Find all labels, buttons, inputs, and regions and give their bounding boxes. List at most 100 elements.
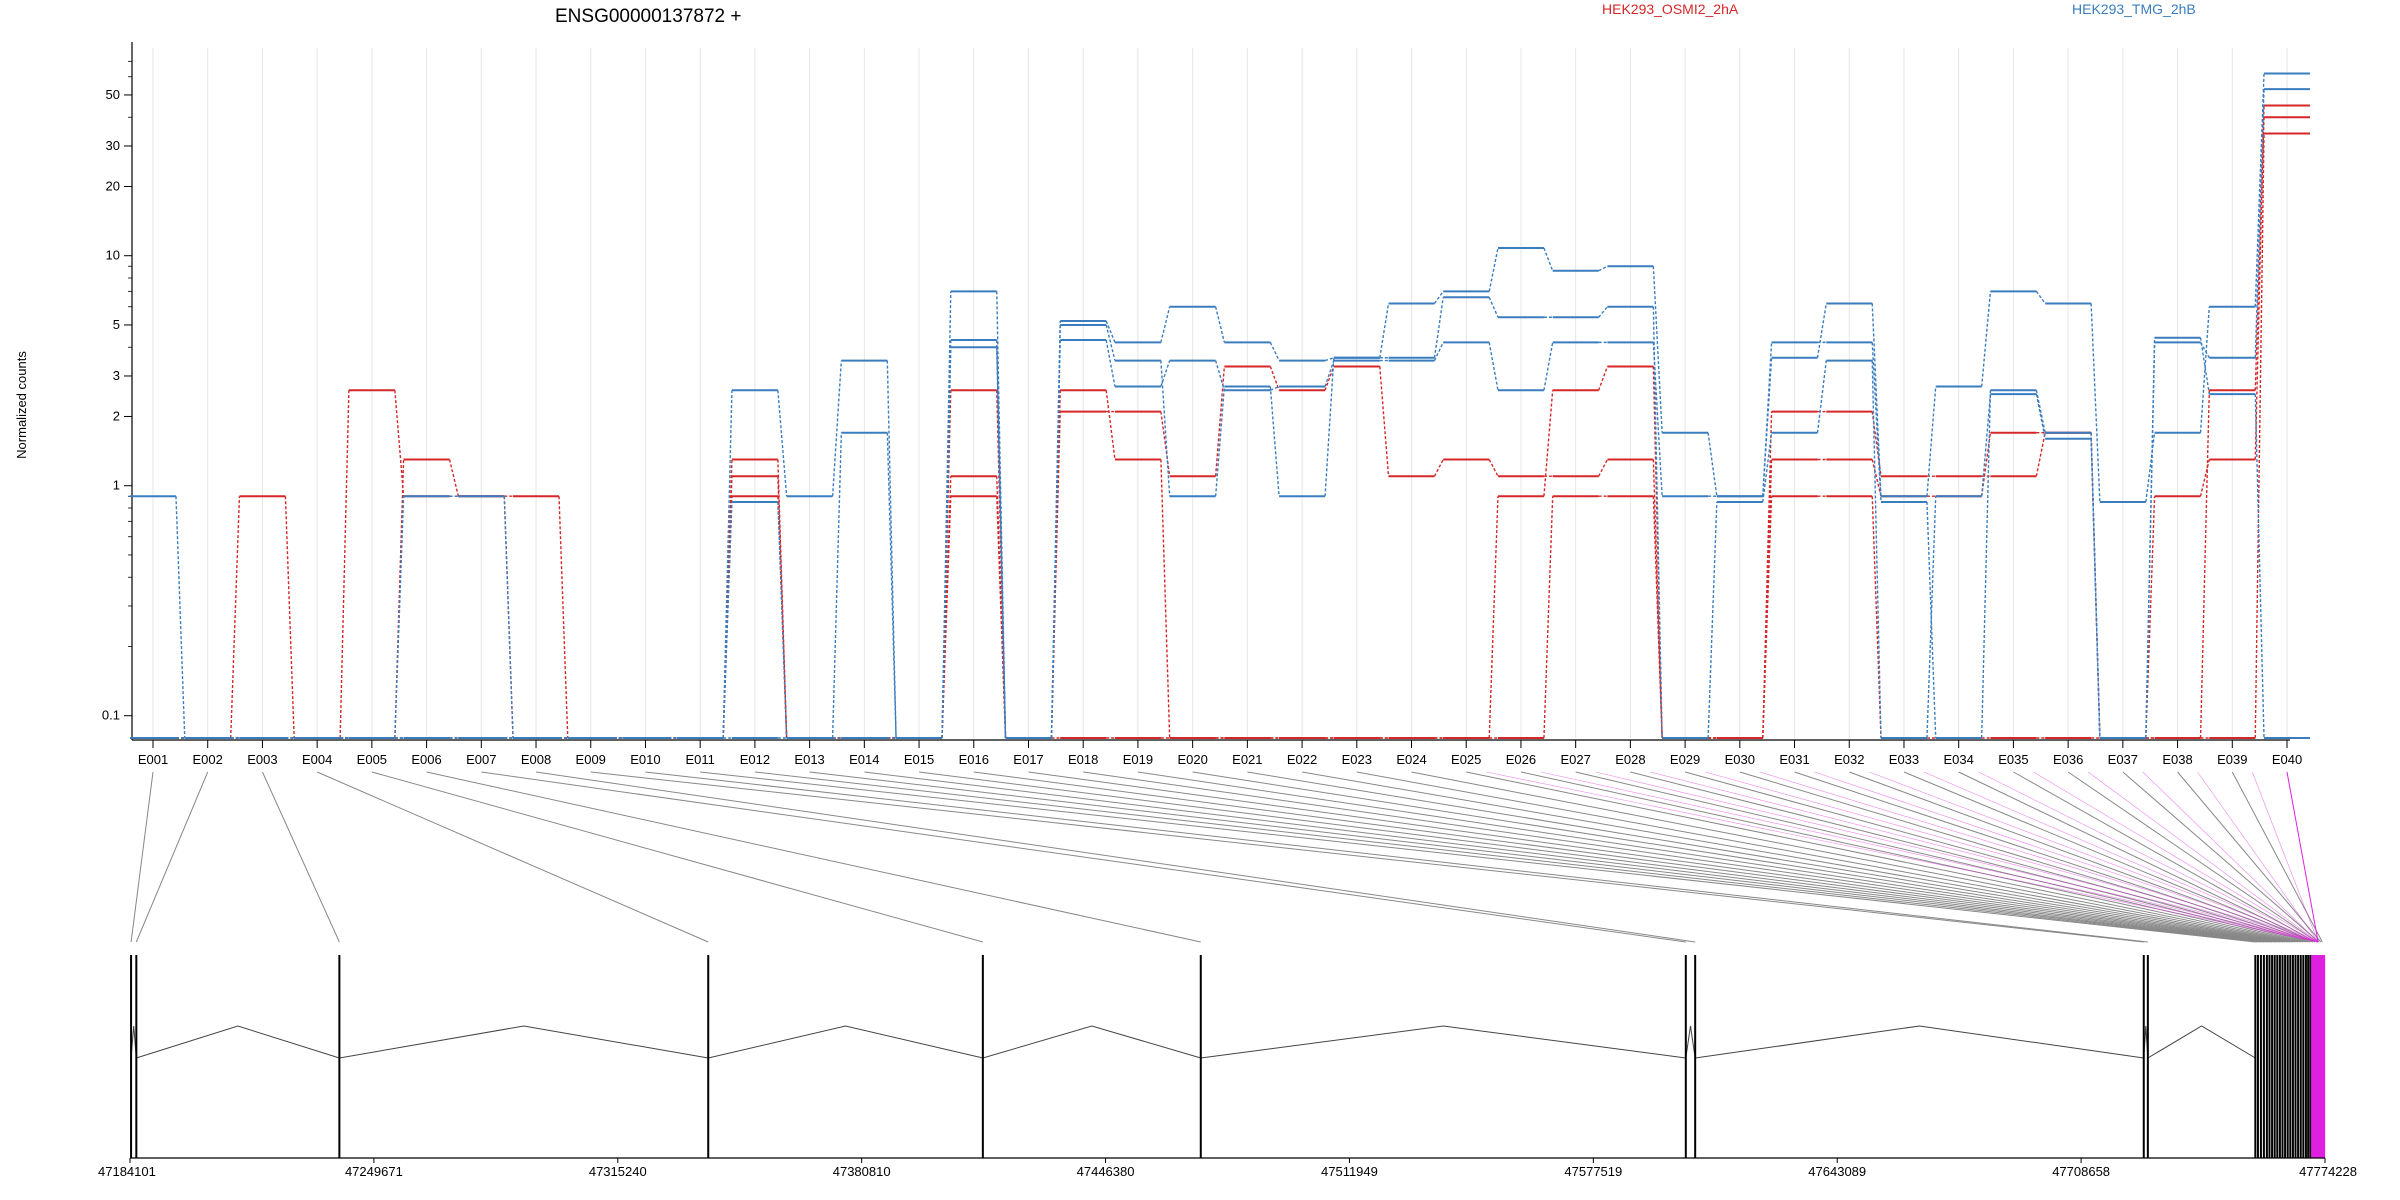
connector-E007	[481, 771, 1686, 943]
data-connector	[2199, 390, 2211, 739]
x-tick-label-E015: E015	[904, 752, 934, 767]
y-tick-label: 5	[113, 317, 120, 332]
highlight-guide-E037	[2142, 771, 2319, 943]
y-axis: 0.1 1 2 3 5 10 20 30 50	[102, 42, 133, 740]
x-tick-label-E002: E002	[193, 752, 223, 767]
coordinate-label: 47643089	[1808, 1164, 1866, 1179]
exon-block	[2291, 955, 2294, 1158]
grid-lines	[152, 48, 2288, 738]
x-tick-label-E010: E010	[630, 752, 660, 767]
exon-block	[2142, 955, 2145, 1158]
data-connector	[1433, 297, 1444, 358]
exon-block	[981, 955, 984, 1158]
data-connector	[1214, 366, 1226, 477]
connector-E039	[2231, 771, 2323, 943]
data-connector	[1433, 459, 1444, 477]
coordinate-axis: 47184101 47249671 47315240 47380810 47446380…	[98, 1157, 2357, 1179]
data-connector	[2199, 337, 2210, 395]
data-connector	[1543, 496, 1554, 739]
x-tick-label-E020: E020	[1177, 752, 1207, 767]
highlight-guide-E026	[1540, 771, 2319, 943]
data-connector	[1871, 360, 1882, 739]
data-connector	[1488, 247, 1499, 292]
data-connector	[1597, 366, 1609, 391]
series-HEK293_OSMI2_2hA-1	[130, 116, 2310, 739]
data-connector	[941, 339, 952, 739]
data-connector	[1269, 386, 1280, 497]
exon-block	[2302, 955, 2305, 1158]
intron	[136, 1025, 340, 1059]
data-connector	[1598, 459, 1609, 477]
data-connector	[1105, 390, 1116, 460]
data-connector	[394, 390, 405, 497]
data-connector	[1433, 290, 1444, 304]
highlight-guide-E036	[2087, 771, 2319, 943]
data-connector	[1762, 411, 1773, 739]
data-connector	[1160, 360, 1171, 387]
connector-E010	[645, 771, 2148, 943]
x-tick-label-E031: E031	[1779, 752, 1809, 767]
exon-block	[130, 955, 133, 1158]
connector-E011	[700, 771, 2256, 943]
x-tick-label-E021: E021	[1232, 752, 1262, 767]
exon-block	[2262, 955, 2265, 1158]
data-connector	[1488, 296, 1499, 318]
coordinate-label: 47774228	[2299, 1164, 2357, 1179]
x-tick-label-E006: E006	[411, 752, 441, 767]
exon-block	[2304, 955, 2307, 1158]
x-tick-label-E025: E025	[1451, 752, 1481, 767]
exon-block	[2284, 955, 2287, 1158]
intron	[2147, 1025, 2256, 1059]
y-tick-label: 1	[113, 478, 120, 493]
data-connector	[996, 339, 1007, 739]
x-tick-label-E040: E040	[2272, 752, 2302, 767]
exon-block	[2254, 955, 2257, 1158]
data-connector	[1324, 357, 1335, 497]
highlight-guide-E035	[2033, 771, 2319, 943]
exon-connectors	[130, 771, 2323, 943]
connector-E019	[1137, 771, 2278, 943]
exon-block	[338, 955, 341, 1158]
data-connector	[1816, 360, 1827, 433]
data-connector	[777, 390, 788, 497]
data-connector	[1871, 342, 1882, 502]
exon-block	[2278, 955, 2281, 1158]
data-connector	[1379, 366, 1390, 477]
data-connector	[2254, 73, 2265, 307]
connector-E009	[590, 771, 2144, 943]
connector-E038	[2177, 771, 2322, 943]
coordinate-label: 47184101	[98, 1164, 156, 1179]
data-connector	[503, 496, 514, 739]
data-connector	[1160, 411, 1171, 477]
x-tick-label-E029: E029	[1670, 752, 1700, 767]
highlight-guide-E033	[1923, 771, 2319, 943]
connector-E034	[1958, 771, 2314, 943]
connector-E006	[426, 771, 1201, 943]
data-connector	[777, 501, 788, 739]
data-connector	[2254, 89, 2265, 358]
data-connector	[1270, 385, 1280, 391]
data-connector	[175, 496, 186, 739]
series-lines	[130, 72, 2310, 739]
connector-E037	[2122, 771, 2320, 943]
coordinate-label: 47249671	[345, 1164, 403, 1179]
coordinate-label: 47511949	[1321, 1164, 1378, 1179]
exon-block	[2268, 955, 2271, 1158]
intron	[982, 1025, 1201, 1059]
connector-E012	[754, 771, 2259, 943]
x-tick-label-E035: E035	[1998, 752, 2028, 767]
data-connector	[1762, 432, 1773, 503]
y-axis-label: Normalized counts	[14, 351, 29, 459]
data-connector	[1871, 459, 1882, 497]
data-connector	[1050, 339, 1061, 739]
x-tick-label-E014: E014	[849, 752, 879, 767]
x-tick-label-E016: E016	[959, 752, 989, 767]
data-connector	[996, 390, 1007, 739]
highlight-guide-E039	[2252, 771, 2319, 943]
connector-E023	[1356, 771, 2288, 943]
exon-block	[2273, 955, 2276, 1158]
data-connector	[2254, 117, 2265, 391]
connector-E002	[135, 771, 209, 943]
data-connector	[1214, 306, 1226, 343]
highlight-guide-E029	[1705, 771, 2319, 943]
